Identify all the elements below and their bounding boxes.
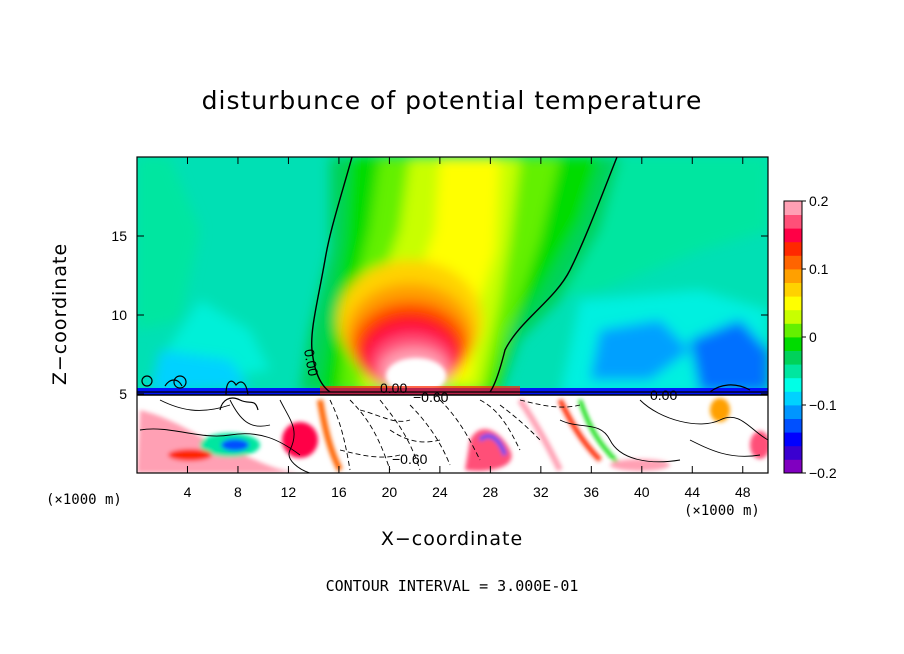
colorbar-swatch (784, 269, 802, 283)
upper-field (137, 157, 768, 395)
x-tick-label: 28 (483, 484, 499, 500)
colorbar-swatch (784, 377, 802, 392)
colorbar: 0.2 0.1 0 −0.1 −0.2 (783, 193, 837, 481)
colorbar-tick-label: 0.1 (809, 261, 829, 277)
y-ticks: 5 10 15 (111, 228, 768, 402)
colorbar-swatch (784, 337, 802, 351)
contour-labels: 0.00 0.00 −0.60 0.00 −0.60 (301, 348, 677, 467)
x-tick-label: 32 (533, 484, 549, 500)
contour-interval-note: CONTOUR INTERVAL = 3.000E-01 (325, 577, 579, 595)
x-ticks: 4 8 12 16 20 24 28 32 36 40 44 48 (184, 157, 751, 500)
x-tick-label: 44 (684, 484, 700, 500)
x-tick-label: 48 (735, 484, 751, 500)
lower-field (137, 395, 768, 473)
x-tick-label: 40 (634, 484, 650, 500)
y-tick-label: 10 (111, 307, 127, 323)
y-tick-label: 5 (119, 386, 127, 402)
colorbar-swatch (784, 405, 802, 419)
contour-label: 0.00 (650, 387, 677, 403)
colorbar-swatch (784, 418, 802, 433)
contour-label: −0.60 (413, 389, 449, 405)
y-tick-label: 15 (111, 228, 127, 244)
contour-label: 0.00 (380, 380, 407, 396)
x-unit-label-left: (×1000 m) (46, 492, 122, 508)
x-unit-label-right: (×1000 m) (684, 503, 760, 519)
surface-contours (137, 375, 768, 411)
colorbar-swatch (784, 201, 802, 215)
colorbar-swatch (784, 296, 802, 311)
x-tick-label: 12 (281, 484, 297, 500)
colorbar-swatch (784, 282, 802, 297)
colorbar-swatch (784, 459, 802, 474)
x-tick-label: 16 (331, 484, 347, 500)
colorbar-tick-label: −0.2 (809, 465, 837, 481)
chart-title: disturbunce of potential temperature (201, 86, 703, 115)
x-tick-label: 20 (382, 484, 398, 500)
colorbar-swatch (784, 241, 802, 256)
colorbar-swatch (784, 445, 802, 460)
x-tick-label: 24 (432, 484, 448, 500)
colorbar-swatch (784, 364, 802, 379)
colorbar-swatch (784, 255, 802, 270)
colorbar-tick-label: 0 (809, 329, 817, 345)
colorbar-tick-label: 0.2 (809, 193, 829, 209)
colorbar-swatch (784, 350, 802, 365)
colorbar-swatch (784, 432, 802, 447)
colorbar-swatch (784, 309, 802, 324)
x-tick-label: 4 (184, 484, 192, 500)
x-tick-label: 36 (584, 484, 600, 500)
colorbar-swatch (784, 228, 802, 243)
x-axis-label: X−coordinate (380, 528, 524, 550)
contour-label: −0.60 (392, 451, 428, 467)
contour-label: 0.00 (301, 348, 322, 378)
colorbar-tick-label: −0.1 (809, 397, 837, 413)
colorbar-swatch (784, 323, 802, 338)
colorbar-swatch (784, 391, 802, 406)
colorbar-swatch (784, 214, 802, 229)
x-tick-label: 8 (234, 484, 242, 500)
